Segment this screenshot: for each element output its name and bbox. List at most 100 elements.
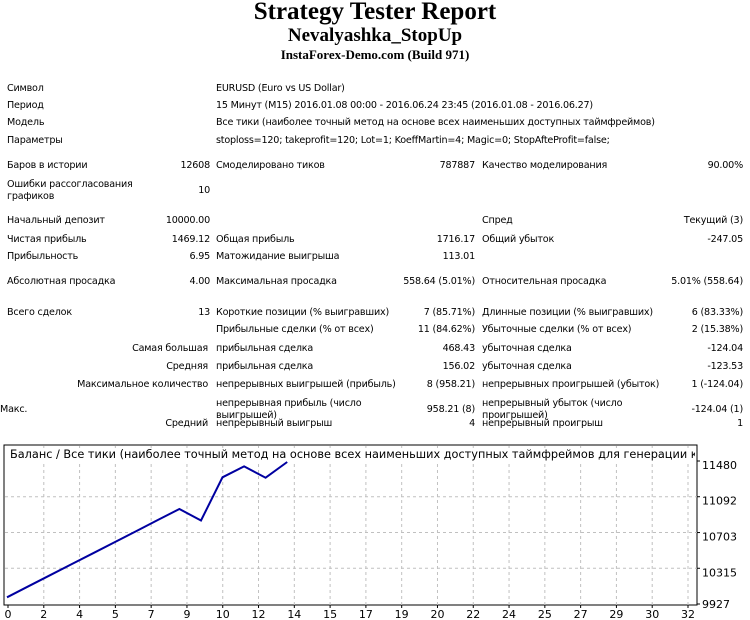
stat-label: Чистая прибыль xyxy=(7,234,87,245)
x-tick-label: 2 xyxy=(40,608,47,620)
x-tick-label: 30 xyxy=(645,608,659,620)
info-label: Период xyxy=(7,100,44,111)
stat-value: 13 xyxy=(198,307,210,318)
stat-value: 558.64 (5.01%) xyxy=(403,276,475,287)
x-tick-label: 17 xyxy=(359,608,373,620)
stat-row: Ошибки рассогласования графиков 10 xyxy=(0,178,750,204)
stat-label: непрерывных проигрышей (убыток) xyxy=(482,379,660,390)
stat-row: Прибыльность 6.95 Матожидание выигрыша 113.… xyxy=(0,251,750,264)
stat-value: 4 xyxy=(469,418,475,429)
stat-label: прибыльная сделка xyxy=(216,361,314,372)
stat-value: 7 (85.71%) xyxy=(423,307,475,318)
stat-label: Абсолютная просадка xyxy=(7,276,116,287)
stat-value: 2 (15.38%) xyxy=(691,324,743,335)
x-tick-label: 19 xyxy=(395,608,409,620)
stat-value: -247.05 xyxy=(707,234,743,245)
stat-value: 1 (-124.04) xyxy=(691,379,744,390)
x-tick-label: 20 xyxy=(430,608,444,620)
stat-value: Текущий (3) xyxy=(683,215,743,226)
stat-label: Макс. xyxy=(0,404,28,415)
stat-label: убыточная сделка xyxy=(482,343,572,354)
stat-value: 11 (84.62%) xyxy=(417,324,475,335)
y-tick-label: 11092 xyxy=(702,495,737,508)
stat-label: Средняя xyxy=(166,361,208,372)
info-value: Все тики (наиболее точный метод на основ… xyxy=(216,117,655,128)
y-tick-label: 10315 xyxy=(702,566,737,579)
stat-label: Начальный депозит xyxy=(7,215,105,226)
x-tick-label: 24 xyxy=(502,608,516,620)
stat-value: 4.00 xyxy=(189,276,210,287)
stat-label: Общая прибыль xyxy=(216,234,295,245)
stat-row: Прибыльные сделки (% от всех) 11 (84.62%)… xyxy=(0,324,750,337)
stat-label: Всего сделок xyxy=(7,307,72,318)
stat-label: Короткие позиции (% выигравших) xyxy=(216,307,390,318)
stat-label: непрерывный проигрыш xyxy=(482,418,603,429)
x-tick-label: 10 xyxy=(216,608,230,620)
stat-value: 10 xyxy=(198,185,210,196)
stat-label: непрерывный выигрыш xyxy=(216,418,333,429)
stat-label: Длинные позиции (% выигравших) xyxy=(482,307,653,318)
stat-row: Всего сделок 13 Короткие позиции (% выигра… xyxy=(0,307,750,320)
x-tick-label: 4 xyxy=(76,608,83,620)
stat-value: 1716.17 xyxy=(436,234,475,245)
x-tick-label: 27 xyxy=(574,608,588,620)
stat-label: прибыльная сделка xyxy=(216,343,314,354)
stat-label: Матожидание выигрыша xyxy=(216,251,340,262)
stat-label: Баров в истории xyxy=(7,160,88,171)
stat-value: 113.01 xyxy=(442,251,476,262)
info-label: Модель xyxy=(7,117,45,128)
x-tick-label: 14 xyxy=(287,608,301,620)
x-tick-label: 5 xyxy=(112,608,119,620)
y-tick-label: 10703 xyxy=(702,531,737,544)
x-tick-label: 0 xyxy=(5,608,12,620)
stat-value: 468.43 xyxy=(442,343,476,354)
stat-row: Средняя прибыльная сделка 156.02 убыточная … xyxy=(0,361,750,374)
stat-label: непрерывный убыток (число проигрышей) xyxy=(482,398,623,421)
x-tick-label: 9 xyxy=(183,608,190,620)
x-tick-label: 29 xyxy=(609,608,623,620)
chart-title: Баланс / Все тики (наиболее точный метод… xyxy=(10,448,695,461)
stat-value: 1469.12 xyxy=(171,234,210,245)
stat-row: Чистая прибыль 1469.12 Общая прибыль 1716.1… xyxy=(0,234,750,247)
info-value: EURUSD (Euro vs US Dollar) xyxy=(216,83,345,94)
info-value: stoploss=120; takeprofit=120; Lot=1; Koe… xyxy=(216,135,610,146)
stat-row: Начальный депозит 10000.00 Спред Текущий (3… xyxy=(0,215,750,228)
stat-value: -124.04 xyxy=(707,343,743,354)
stat-label: Средний xyxy=(165,418,208,429)
stat-value: 5.01% (558.64) xyxy=(671,276,743,287)
stat-value: -124.04 (1) xyxy=(691,404,744,415)
stat-value: 90.00% xyxy=(707,160,744,171)
stat-label: Общий убыток xyxy=(482,234,555,245)
stat-row: Средний непрерывный выигрыш 4 непрерывный п… xyxy=(0,418,750,431)
stat-label: Максимальная просадка xyxy=(216,276,337,287)
info-value: 15 Минут (M15) 2016.01.08 00:00 - 2016.0… xyxy=(216,100,593,111)
stat-label: убыточная сделка xyxy=(482,361,572,372)
x-tick-label: 22 xyxy=(466,608,480,620)
x-tick-label: 7 xyxy=(148,608,155,620)
server-build: InstaForex-Demo.com (Build 971) xyxy=(280,47,470,62)
x-tick-label: 12 xyxy=(252,608,266,620)
info-label: Параметры xyxy=(7,135,63,146)
stat-label: непрерывных выигрышей (прибыль) xyxy=(216,379,396,390)
stat-row: Баров в истории 12608 Смоделировано тиков 7… xyxy=(0,160,750,173)
report-title: Strategy Tester Report xyxy=(253,0,497,25)
stat-label: Качество моделирования xyxy=(482,160,608,171)
stat-label: Относительная просадка xyxy=(482,276,607,287)
stat-label: Максимальное количество xyxy=(77,379,208,390)
stat-value: 12608 xyxy=(180,160,210,171)
stat-row: Абсолютная просадка 4.00 Максимальная прос… xyxy=(0,269,750,295)
stat-label: Ошибки рассогласования графиков xyxy=(7,179,133,202)
stat-label: Смоделировано тиков xyxy=(216,160,325,171)
x-tick-label: 32 xyxy=(681,608,695,620)
stat-value: 787887 xyxy=(439,160,476,171)
y-tick-label: 11480 xyxy=(702,459,737,472)
stat-value: -123.53 xyxy=(707,361,743,372)
plot-area xyxy=(3,444,698,606)
stat-label: Прибыльность xyxy=(7,251,79,262)
stat-value: 8 (958.21) xyxy=(426,379,475,390)
balance-line xyxy=(6,461,288,599)
x-tick-label: 15 xyxy=(323,608,337,620)
stat-row: Самая большая прибыльная сделка 468.43 убыт… xyxy=(0,343,750,356)
stat-label: Спред xyxy=(482,215,513,226)
